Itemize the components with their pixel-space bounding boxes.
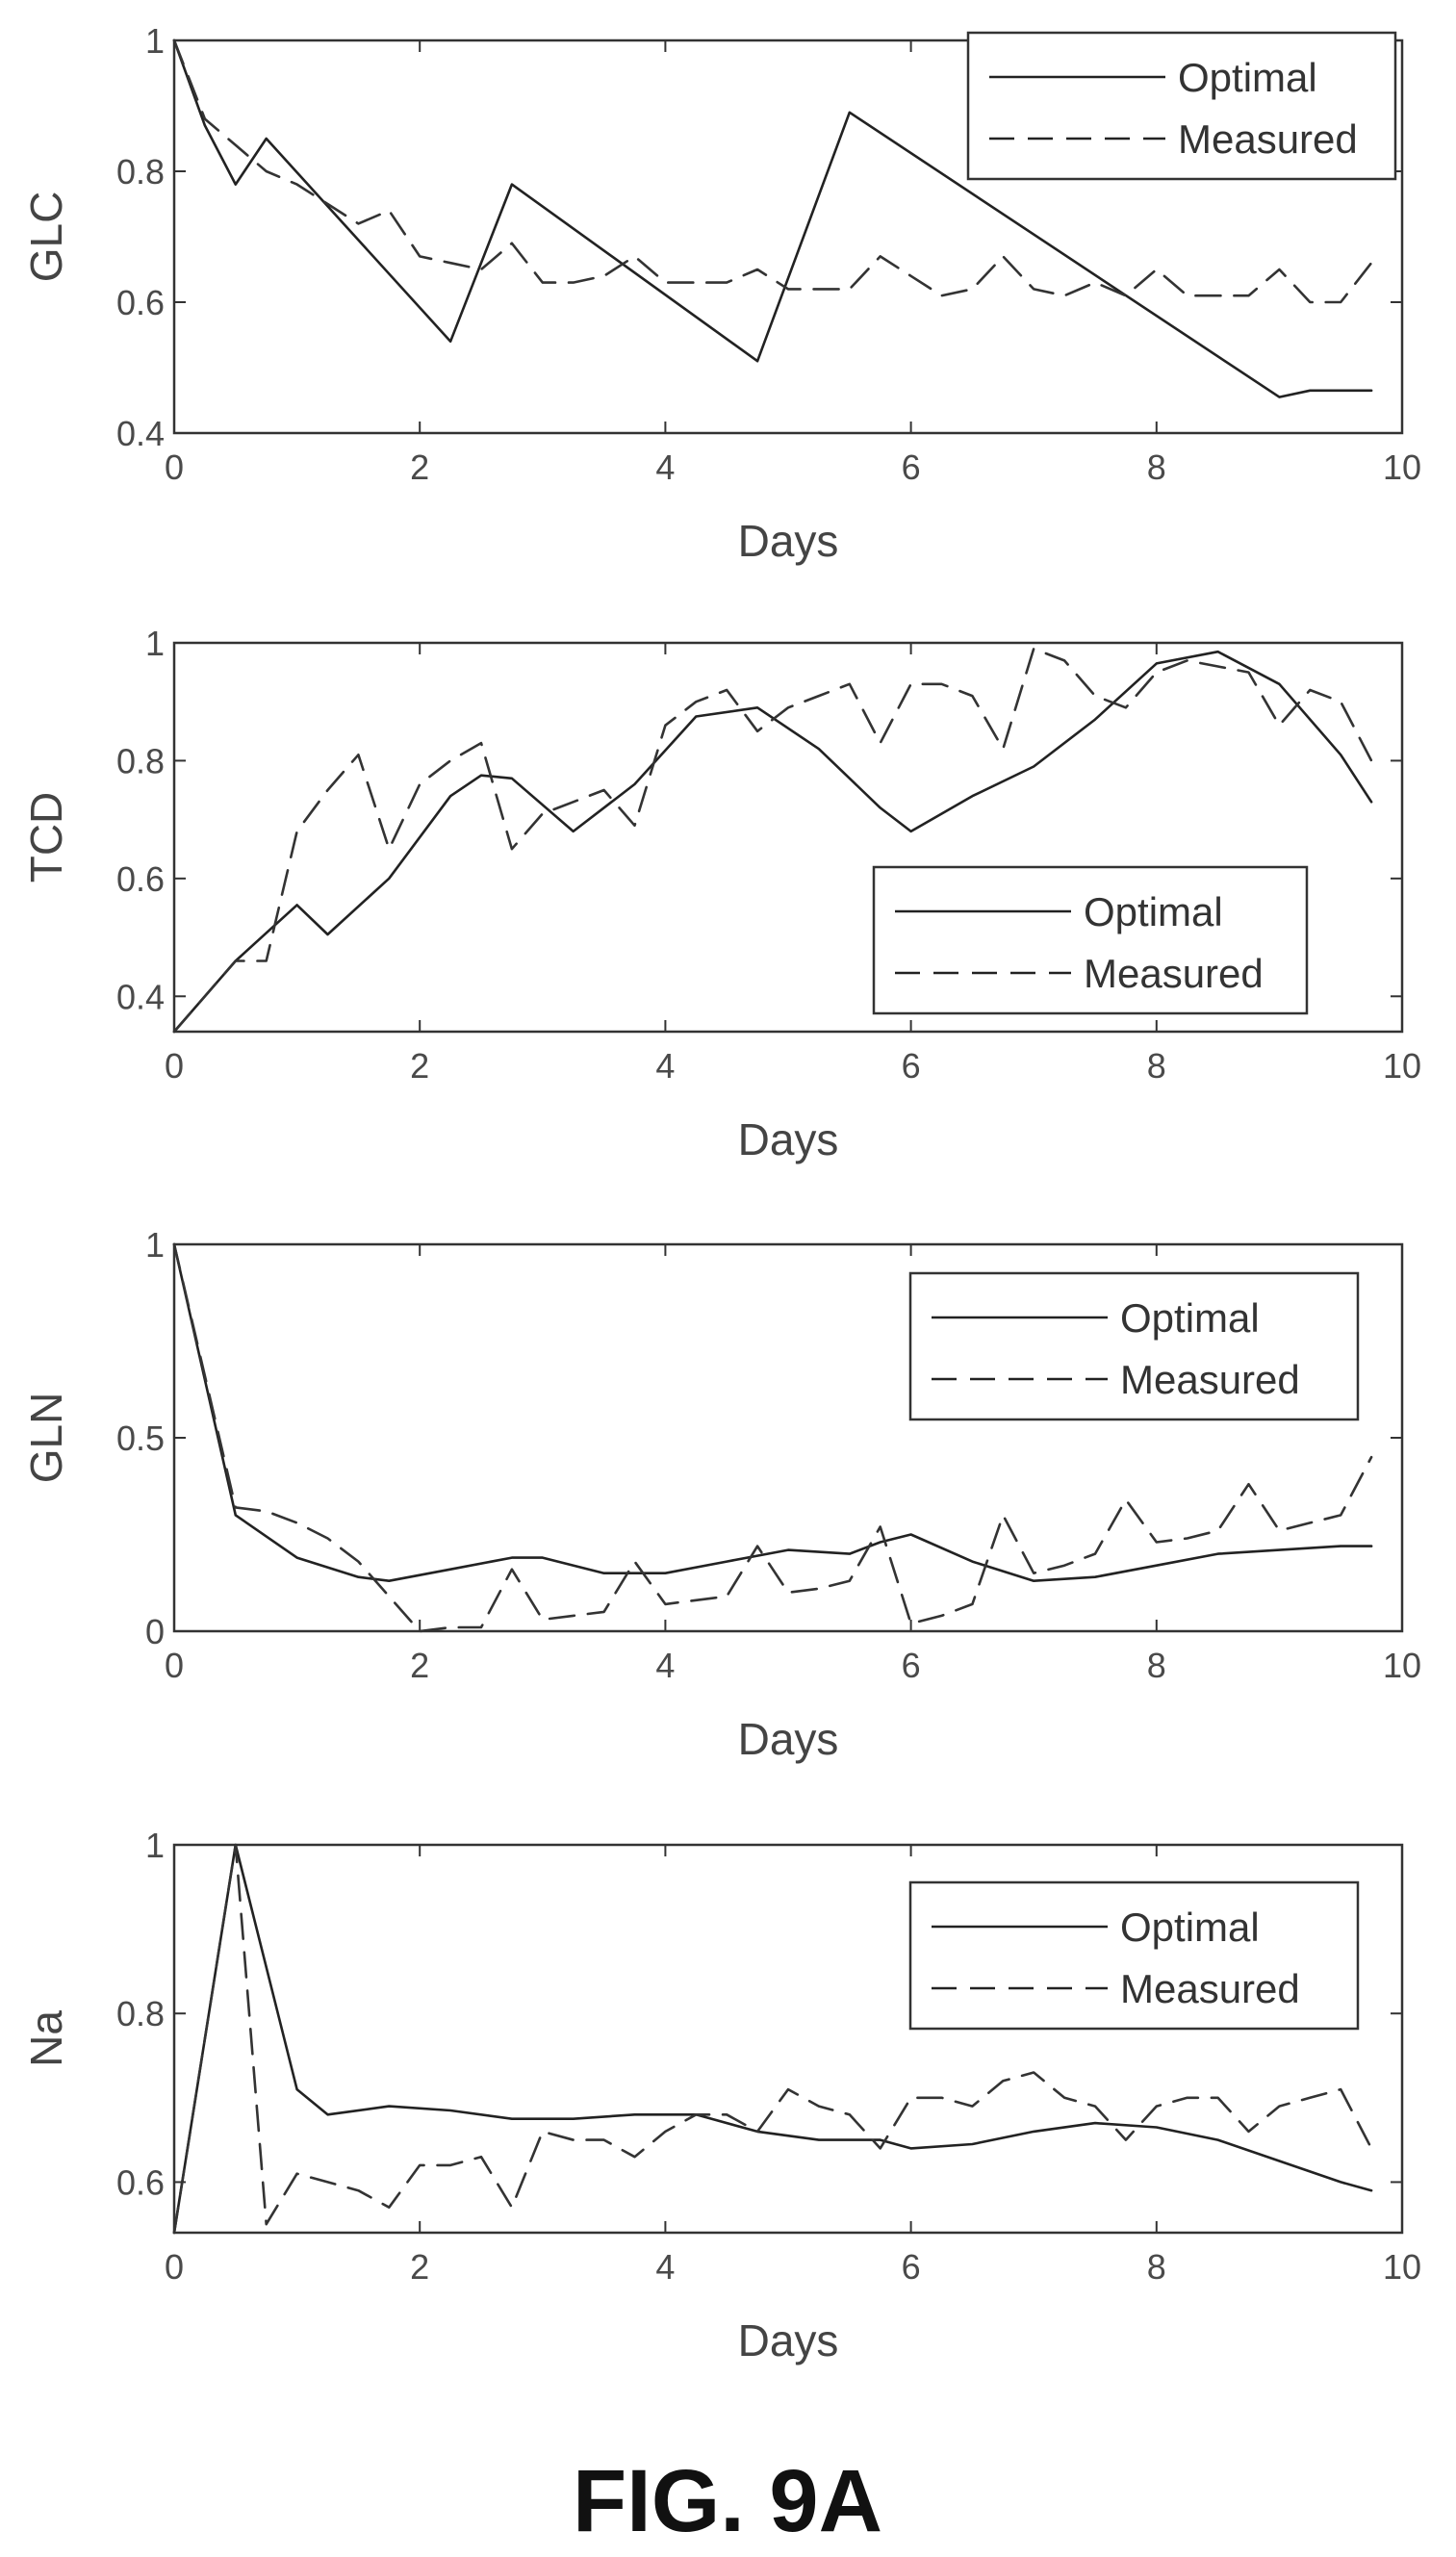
x-axis-label: Days bbox=[738, 1114, 839, 1164]
y-tick-label: 0.4 bbox=[116, 414, 165, 453]
x-tick-label: 8 bbox=[1147, 2247, 1166, 2287]
x-tick-label: 8 bbox=[1147, 1046, 1166, 1086]
legend-label-measured: Measured bbox=[1120, 1357, 1300, 1402]
x-axis-label: Days bbox=[738, 1714, 839, 1764]
x-tick-label: 10 bbox=[1383, 1646, 1421, 1685]
legend-label-optimal: Optimal bbox=[1120, 1905, 1260, 1950]
x-tick-label: 10 bbox=[1383, 447, 1421, 487]
x-tick-label: 8 bbox=[1147, 447, 1166, 487]
legend: Optimal Measured bbox=[908, 1271, 1360, 1421]
subplot-gln: 0 2 4 6 8 10 0 0.5 1 Days GLN Optimal Measured bbox=[21, 1225, 1421, 1764]
legend: Optimal Measured bbox=[908, 1880, 1360, 2031]
series-line-measured bbox=[172, 38, 1373, 304]
x-tick-label: 0 bbox=[165, 447, 184, 487]
legend-box bbox=[908, 1271, 1360, 1421]
y-tick-label: 1 bbox=[145, 21, 165, 61]
x-tick-label: 0 bbox=[165, 2247, 184, 2287]
legend: Optimal Measured bbox=[872, 865, 1309, 1015]
y-tick-label: 0.5 bbox=[116, 1419, 165, 1458]
series-line-measured bbox=[172, 647, 1373, 1034]
y-axis-label: Na bbox=[21, 2010, 71, 2067]
y-tick-label: 1 bbox=[145, 1225, 165, 1265]
x-tick-label: 0 bbox=[165, 1646, 184, 1685]
subplot-glc: 0 2 4 6 8 10 0.4 0.6 0.8 1 Days GLC Optimal Measured bbox=[21, 21, 1421, 566]
y-tick-label: 0.6 bbox=[116, 283, 165, 322]
series-line-optimal bbox=[172, 38, 1373, 398]
y-tick-label: 1 bbox=[145, 1826, 165, 1865]
y-tick-label: 0 bbox=[145, 1612, 165, 1651]
y-tick-label: 0.8 bbox=[116, 1994, 165, 2033]
x-tick-label: 10 bbox=[1383, 1046, 1421, 1086]
y-axis-label: GLN bbox=[21, 1393, 71, 1484]
x-tick-label: 6 bbox=[902, 1046, 921, 1086]
x-tick-label: 6 bbox=[902, 2247, 921, 2287]
legend-label-optimal: Optimal bbox=[1084, 889, 1223, 934]
x-tick-label: 2 bbox=[410, 2247, 429, 2287]
legend-label-optimal: Optimal bbox=[1120, 1295, 1260, 1341]
series-line-optimal bbox=[172, 1242, 1373, 1582]
x-tick-label: 4 bbox=[655, 1646, 675, 1685]
series-line-measured bbox=[172, 1242, 1373, 1633]
y-tick-label: 0.8 bbox=[116, 741, 165, 780]
x-tick-label: 6 bbox=[902, 1646, 921, 1685]
x-tick-label: 4 bbox=[655, 1046, 675, 1086]
x-tick-label: 10 bbox=[1383, 2247, 1421, 2287]
legend: Optimal Measured bbox=[966, 31, 1397, 181]
plot-frame bbox=[172, 641, 1404, 1034]
plot-frame bbox=[172, 1843, 1404, 2235]
y-tick-label: 0.6 bbox=[116, 859, 165, 899]
x-tick-label: 2 bbox=[410, 447, 429, 487]
y-axis-label: GLC bbox=[21, 192, 71, 283]
x-axis-label: Days bbox=[738, 516, 839, 566]
x-tick-label: 6 bbox=[902, 447, 921, 487]
x-tick-label: 4 bbox=[655, 447, 675, 487]
y-axis-label: TCD bbox=[21, 792, 71, 883]
legend-box bbox=[872, 865, 1309, 1015]
legend-box bbox=[908, 1880, 1360, 2031]
y-tick-label: 0.4 bbox=[116, 977, 165, 1016]
subplot-tcd: 0 2 4 6 8 10 0.4 0.6 0.8 1 Days TCD Optimal Measured bbox=[21, 624, 1421, 1164]
subplot-na: 0 2 4 6 8 10 0.6 0.8 1 Days Na Optimal Measured bbox=[21, 1826, 1421, 2365]
y-tick-label: 0.6 bbox=[116, 2162, 165, 2202]
x-tick-label: 2 bbox=[410, 1046, 429, 1086]
y-tick-label: 0.8 bbox=[116, 152, 165, 192]
x-tick-label: 2 bbox=[410, 1646, 429, 1685]
legend-box bbox=[966, 31, 1397, 181]
x-tick-label: 4 bbox=[655, 2247, 675, 2287]
x-tick-label: 0 bbox=[165, 1046, 184, 1086]
legend-label-measured: Measured bbox=[1084, 951, 1264, 996]
legend-label-optimal: Optimal bbox=[1178, 55, 1317, 100]
legend-label-measured: Measured bbox=[1178, 116, 1358, 162]
series-line-optimal bbox=[172, 650, 1373, 1034]
legend-label-measured: Measured bbox=[1120, 1966, 1300, 2011]
figure-caption: FIG. 9A bbox=[573, 2452, 882, 2550]
y-tick-label: 1 bbox=[145, 624, 165, 663]
x-axis-label: Days bbox=[738, 2315, 839, 2365]
series-line-optimal bbox=[172, 1843, 1373, 2235]
x-tick-label: 8 bbox=[1147, 1646, 1166, 1685]
series-line-measured bbox=[172, 1843, 1373, 2235]
plot-frame bbox=[172, 38, 1404, 435]
